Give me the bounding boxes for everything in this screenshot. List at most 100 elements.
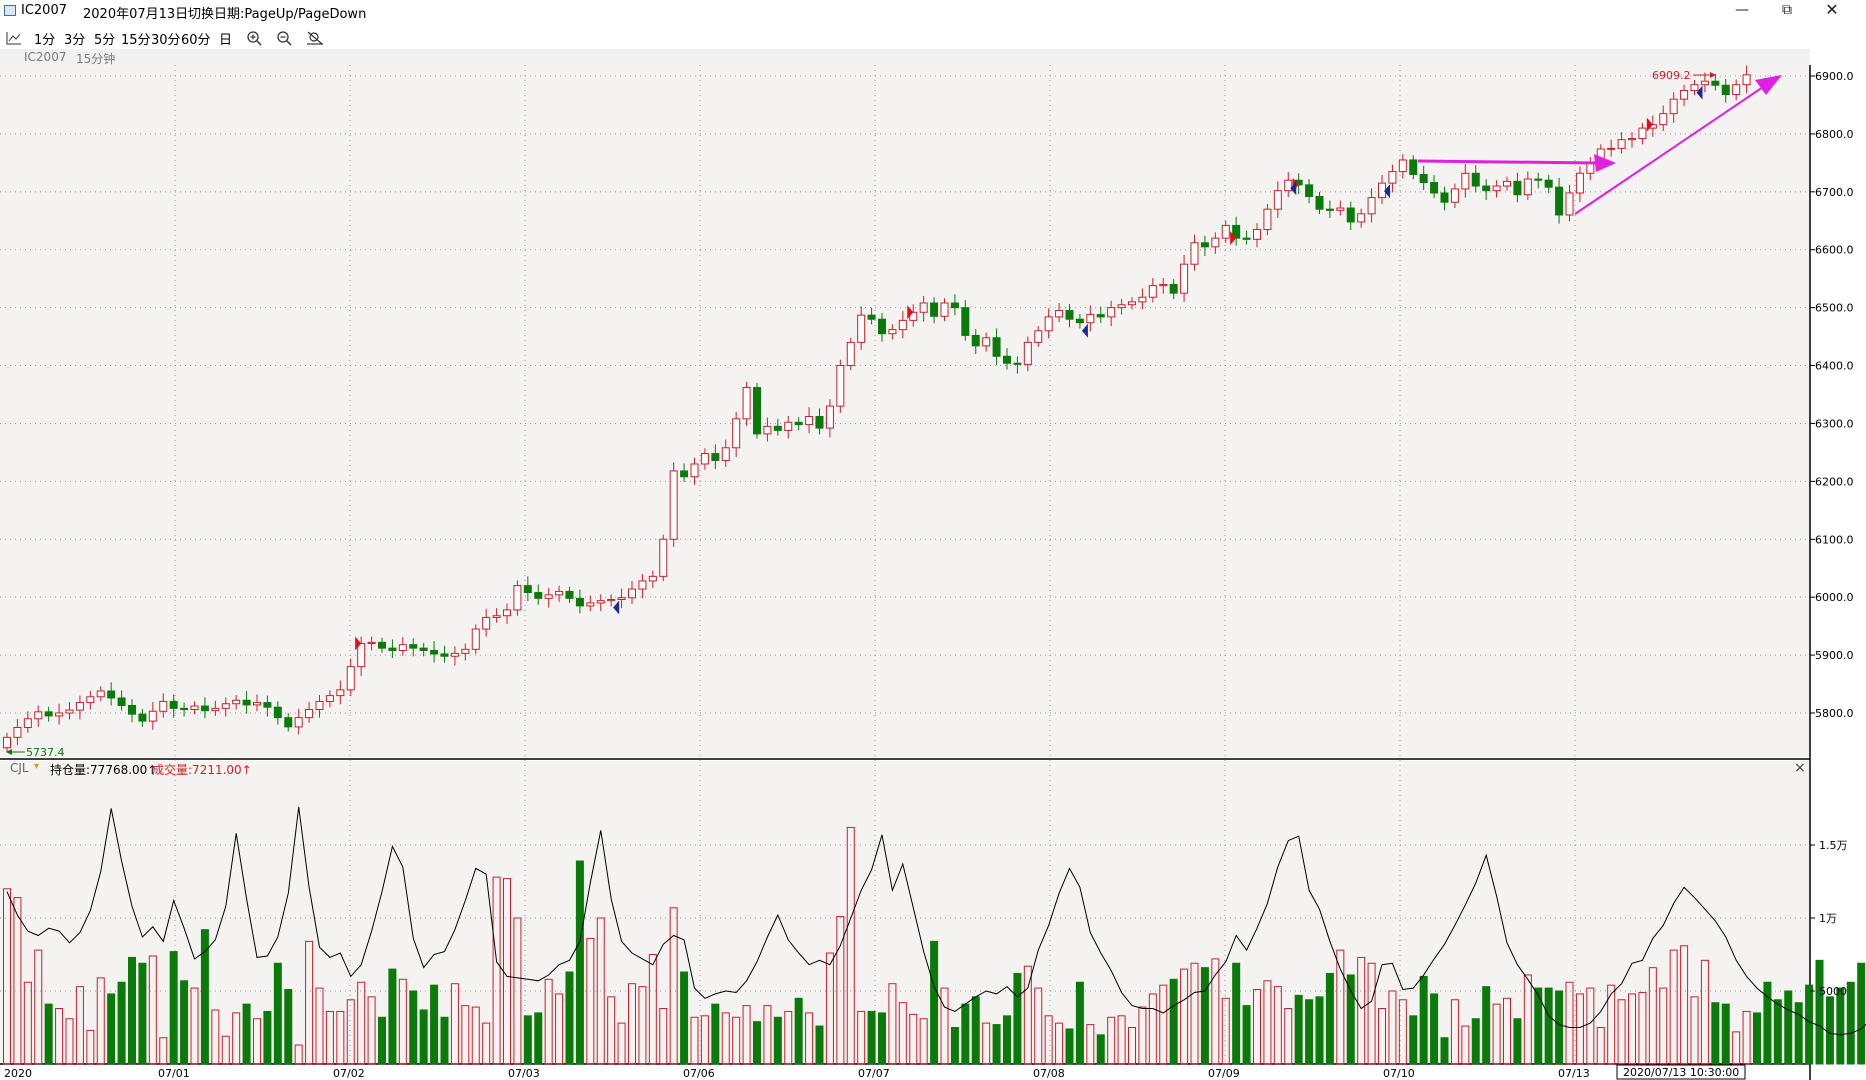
volume-bar bbox=[513, 917, 522, 1065]
volume-bar bbox=[461, 1005, 470, 1065]
volume-bar bbox=[1367, 962, 1376, 1065]
candle-body bbox=[1107, 307, 1116, 318]
candle-body bbox=[1544, 179, 1553, 188]
candle-body bbox=[1190, 242, 1199, 265]
period-day[interactable]: 日 bbox=[219, 33, 233, 48]
volume-bar bbox=[1128, 1027, 1136, 1065]
candle-body bbox=[1221, 224, 1230, 239]
candle-body bbox=[1586, 162, 1595, 174]
period-1min[interactable]: 1分 bbox=[34, 33, 56, 48]
candle-body bbox=[1742, 74, 1751, 86]
volume-bar bbox=[1607, 984, 1616, 1065]
volume-bar bbox=[1846, 981, 1855, 1065]
subheader-symbol: IC2007 bbox=[24, 50, 67, 64]
volume-bar bbox=[1544, 987, 1553, 1065]
volume-bar bbox=[23, 981, 32, 1065]
candle-body bbox=[1482, 185, 1491, 192]
volume-bar bbox=[1013, 972, 1022, 1065]
volume-bar bbox=[159, 1037, 168, 1065]
volume-bar bbox=[659, 1008, 668, 1065]
period-5min[interactable]: 5分 bbox=[94, 33, 116, 48]
candle-body bbox=[315, 700, 324, 711]
volume-bar bbox=[575, 860, 584, 1065]
candle-body bbox=[961, 307, 970, 336]
volume-bar bbox=[294, 1044, 303, 1065]
candle-body bbox=[242, 699, 251, 706]
indicator-dropdown-icon[interactable]: ▾ bbox=[34, 761, 40, 772]
volume-bar bbox=[242, 1003, 251, 1065]
candle-body bbox=[1596, 148, 1605, 164]
volume-bar bbox=[1513, 1018, 1522, 1065]
volume-bar bbox=[1534, 987, 1543, 1065]
horizontal-trend-arrowhead bbox=[1594, 154, 1616, 172]
price-tick-label: 5900.0 bbox=[1815, 649, 1854, 662]
period-60min[interactable]: 60分 bbox=[181, 33, 211, 48]
price-tick-label: 6200.0 bbox=[1815, 475, 1854, 488]
volume-bar bbox=[96, 977, 105, 1065]
volume-bar bbox=[607, 996, 616, 1065]
candle-body bbox=[878, 318, 886, 335]
candle-body bbox=[742, 387, 751, 420]
volume-bar bbox=[836, 916, 845, 1065]
candle-body bbox=[138, 713, 147, 722]
volume-bar bbox=[1305, 999, 1314, 1065]
reset-zoom-icon[interactable] bbox=[306, 30, 324, 46]
candle-body bbox=[1138, 296, 1147, 303]
volume-bar bbox=[1742, 1010, 1751, 1065]
volume-bar bbox=[1409, 1015, 1418, 1065]
volume-bar bbox=[815, 1025, 824, 1065]
volume-tick-label: 5000 bbox=[1819, 985, 1847, 998]
volume-bar bbox=[1284, 1008, 1293, 1065]
volume-bar bbox=[221, 1035, 230, 1065]
volume-bar bbox=[1263, 980, 1272, 1065]
candle-body bbox=[919, 302, 928, 313]
volume-bar bbox=[596, 917, 605, 1065]
volume-bar bbox=[971, 996, 980, 1065]
volume-bar bbox=[253, 1018, 261, 1065]
candle-body bbox=[575, 597, 584, 607]
volume-bar bbox=[305, 940, 314, 1065]
date-label: 2020 bbox=[4, 1067, 32, 1080]
app-icon bbox=[4, 5, 16, 16]
line-chart-icon[interactable] bbox=[6, 31, 22, 45]
volume-bar bbox=[1450, 999, 1459, 1065]
restore-button[interactable]: ⧉ bbox=[1765, 0, 1809, 22]
buy-signal-marker bbox=[1292, 177, 1299, 192]
close-button[interactable]: ✕ bbox=[1810, 0, 1854, 22]
candle-body bbox=[857, 314, 866, 343]
minimize-button[interactable]: — bbox=[1720, 0, 1764, 22]
candle-body bbox=[294, 717, 303, 728]
volume-bar bbox=[1753, 1012, 1761, 1065]
volume-bar bbox=[1034, 987, 1043, 1065]
volume-bar bbox=[867, 1010, 876, 1065]
volume-bar bbox=[273, 962, 282, 1065]
candle-body bbox=[503, 609, 511, 617]
candle-body bbox=[898, 319, 907, 331]
volume-panel-close-button[interactable]: × bbox=[1794, 760, 1806, 776]
volume-bar bbox=[992, 1024, 1001, 1065]
volume-bar bbox=[1378, 1008, 1386, 1065]
volume-bar bbox=[1857, 962, 1866, 1065]
zoom-in-icon[interactable] bbox=[246, 30, 262, 46]
volume-bar bbox=[180, 980, 189, 1065]
period-15min[interactable]: 15分 bbox=[121, 33, 151, 48]
candle-body bbox=[1711, 80, 1720, 86]
volume-bar bbox=[346, 999, 355, 1065]
candle-body bbox=[700, 453, 709, 465]
candle-body bbox=[419, 647, 428, 651]
zoom-out-icon[interactable] bbox=[276, 30, 292, 46]
title-bar: IC2007 2020年07月13日 切换日期:PageUp/PageDown … bbox=[0, 0, 1866, 22]
period-3min[interactable]: 3分 bbox=[64, 33, 86, 48]
candle-body bbox=[836, 365, 845, 407]
volume-panel-bg bbox=[0, 761, 1810, 1064]
volume-bar bbox=[825, 952, 834, 1065]
candle-body bbox=[971, 334, 980, 347]
period-30min[interactable]: 30分 bbox=[151, 33, 181, 48]
close-icon: ✕ bbox=[1825, 0, 1839, 19]
volume-bar bbox=[680, 971, 689, 1065]
candle-body bbox=[544, 594, 553, 599]
candle-body bbox=[523, 585, 532, 594]
trend-arrows bbox=[1417, 75, 1782, 215]
volume-bar bbox=[325, 1010, 334, 1065]
volume-bar bbox=[544, 978, 553, 1065]
